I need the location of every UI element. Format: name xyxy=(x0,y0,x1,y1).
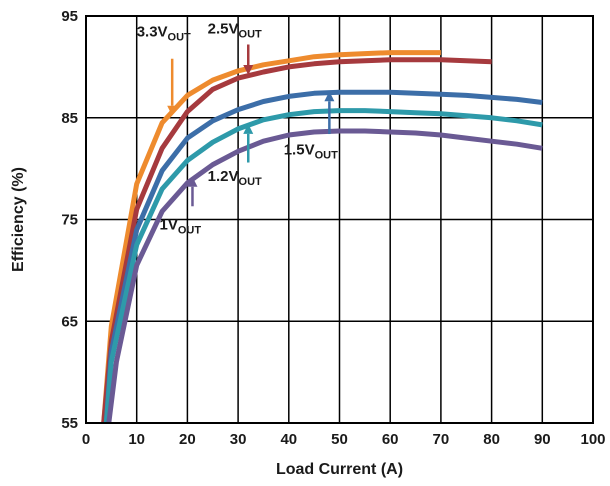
x-tick-label: 90 xyxy=(534,431,551,448)
x-tick-label: 50 xyxy=(331,431,348,448)
series-line xyxy=(103,89,543,424)
annotation-label: 3.3VOUT xyxy=(137,23,191,43)
x-axis-title: Load Current (A) xyxy=(276,461,403,478)
series-line xyxy=(103,108,543,424)
y-tick-label: 85 xyxy=(61,110,78,127)
y-tick-label: 75 xyxy=(61,212,78,229)
series-line xyxy=(106,128,543,424)
x-tick-label: 0 xyxy=(82,431,90,448)
series-lines xyxy=(101,50,543,424)
grid xyxy=(86,16,593,423)
x-tick-label: 100 xyxy=(580,431,605,448)
annotation-label: 1.5VOUT xyxy=(284,141,338,161)
x-tick-label: 20 xyxy=(179,431,196,448)
annotation-arrowhead xyxy=(243,123,254,134)
annotations: 3.3VOUT 2.5VOUT 1.5VOUT 1.2VOUT 1VOUT xyxy=(137,20,338,236)
series-line xyxy=(101,50,441,424)
x-tick-label: 70 xyxy=(433,431,450,448)
annotation-arrowhead xyxy=(324,91,335,102)
tick-labels: 0 10 20 30 40 50 60 70 80 90 100 55 65 75 85 95 xyxy=(61,8,605,448)
x-tick-label: 60 xyxy=(382,431,399,448)
y-tick-label: 95 xyxy=(61,8,78,25)
series-line xyxy=(101,57,492,424)
annotation-label: 1VOUT xyxy=(160,217,202,237)
y-tick-label: 55 xyxy=(61,415,78,432)
x-tick-label: 30 xyxy=(230,431,247,448)
x-tick-label: 40 xyxy=(280,431,297,448)
y-axis-title: Efficiency (%) xyxy=(10,167,27,272)
annotation-arrowhead xyxy=(243,65,254,76)
y-tick-label: 65 xyxy=(61,313,78,330)
x-tick-label: 10 xyxy=(128,431,145,448)
annotation-arrowhead xyxy=(187,176,198,187)
annotation-arrowhead xyxy=(167,105,178,116)
x-tick-label: 80 xyxy=(483,431,500,448)
annotation-label: 2.5VOUT xyxy=(208,20,262,40)
annotation-label: 1.2VOUT xyxy=(208,168,262,188)
plot-frame xyxy=(85,15,594,424)
